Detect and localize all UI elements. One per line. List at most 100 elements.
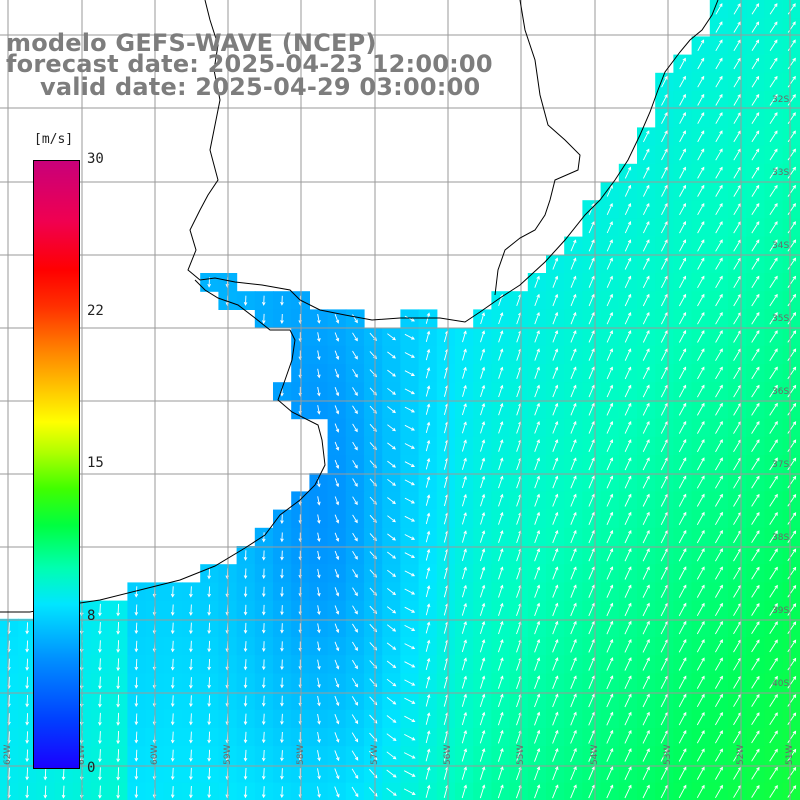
wind-arrow — [642, 257, 650, 270]
wind-arrow — [334, 441, 340, 451]
wind-arrow — [243, 731, 248, 744]
wind-arrow — [715, 511, 723, 526]
wind-arrow — [261, 623, 266, 634]
wind-arrow — [642, 311, 650, 325]
wind-arrow — [696, 784, 705, 799]
wind-arrow — [25, 622, 29, 635]
wind-arrow — [243, 586, 248, 598]
wind-arrow — [534, 330, 540, 343]
wind-arrow — [404, 497, 415, 504]
wind-arrow — [534, 620, 541, 635]
wind-arrow — [425, 621, 431, 634]
wind-arrow — [98, 603, 102, 617]
wind-arrow — [207, 713, 211, 726]
wind-arrow — [480, 457, 486, 470]
wind-arrow — [642, 348, 650, 361]
wind-arrow — [280, 695, 284, 707]
wind-arrow — [769, 203, 778, 216]
wind-arrow — [624, 257, 632, 270]
wind-arrow — [642, 148, 650, 161]
wind-arrow — [751, 184, 760, 197]
wind-arrow — [570, 711, 577, 726]
valid-date: valid date: 2025-04-29 03:00:00 — [40, 73, 481, 101]
wind-arrow — [715, 766, 723, 780]
wind-arrow — [207, 749, 211, 762]
wind-arrow — [588, 330, 595, 343]
wind-arrow — [769, 293, 778, 307]
wind-arrow — [352, 569, 358, 579]
wind-arrow — [661, 221, 668, 234]
wind-arrow — [461, 566, 467, 580]
wind-arrow — [352, 496, 358, 506]
wind-arrow — [751, 675, 760, 689]
wind-arrow — [334, 405, 340, 415]
wind-arrow — [280, 623, 284, 634]
wind-arrow — [751, 785, 760, 798]
wind-arrow — [697, 457, 705, 471]
wind-arrow — [280, 568, 284, 579]
wind-arrow — [678, 493, 687, 507]
wind-arrow — [588, 657, 595, 671]
wind-arrow — [404, 406, 415, 413]
wind-arrow — [43, 767, 48, 781]
wind-arrow — [606, 657, 614, 671]
wind-arrow — [679, 202, 686, 216]
wind-arrow — [769, 475, 778, 489]
wind-arrow — [189, 713, 193, 726]
wind-arrow — [404, 588, 416, 595]
wind-arrow — [461, 403, 467, 416]
wind-arrow — [98, 731, 102, 745]
wind-arrow — [207, 786, 211, 799]
wind-arrow — [588, 493, 595, 507]
wind-arrow — [387, 478, 396, 486]
wind-arrow — [317, 332, 321, 343]
wind-arrow — [534, 675, 541, 689]
wind-arrow — [334, 314, 340, 324]
wind-arrow — [387, 497, 396, 505]
wind-arrow — [25, 676, 29, 690]
wind-arrow — [787, 748, 797, 762]
wind-arrow — [387, 369, 396, 377]
wind-arrow — [189, 767, 193, 781]
wind-arrow — [769, 657, 778, 671]
wind-arrow — [352, 332, 358, 342]
wind-arrow — [679, 257, 686, 270]
wind-arrow — [606, 221, 613, 234]
wind-arrow — [660, 384, 668, 398]
colorbar-tick-0: 0 — [87, 760, 96, 776]
colorbar-tick-30: 30 — [87, 151, 104, 167]
wind-arrow — [317, 568, 321, 579]
wind-arrow — [479, 748, 486, 762]
wind-arrow — [733, 166, 741, 179]
wind-arrow — [425, 639, 431, 652]
wind-arrow — [498, 439, 504, 452]
wind-arrow — [624, 548, 632, 562]
wind-arrow — [334, 641, 340, 652]
wind-arrow — [461, 621, 467, 634]
wind-arrow — [134, 767, 139, 780]
wind-arrow — [534, 657, 541, 671]
wind-arrow — [498, 493, 504, 507]
wind-arrow — [769, 420, 778, 434]
wind-arrow — [552, 311, 559, 325]
wind-arrow — [351, 714, 359, 725]
wind-arrow — [334, 786, 340, 798]
wind-arrow — [352, 441, 358, 451]
wind-arrow — [696, 766, 705, 780]
wind-arrow — [207, 622, 211, 635]
wind-arrow — [497, 657, 504, 671]
wind-arrow — [461, 439, 467, 452]
wind-arrow — [751, 748, 760, 762]
wind-arrow — [787, 293, 797, 307]
wind-arrow — [317, 695, 321, 707]
wind-arrow — [787, 257, 797, 270]
wind-arrow — [386, 660, 397, 669]
wind-arrow — [403, 770, 416, 777]
wind-arrow — [642, 584, 650, 598]
wind-arrow — [624, 330, 632, 343]
wind-arrow — [606, 548, 614, 562]
wind-arrow — [387, 333, 396, 341]
wind-arrow — [261, 713, 266, 726]
wind-arrow — [715, 439, 723, 453]
wind-arrow — [25, 767, 29, 781]
